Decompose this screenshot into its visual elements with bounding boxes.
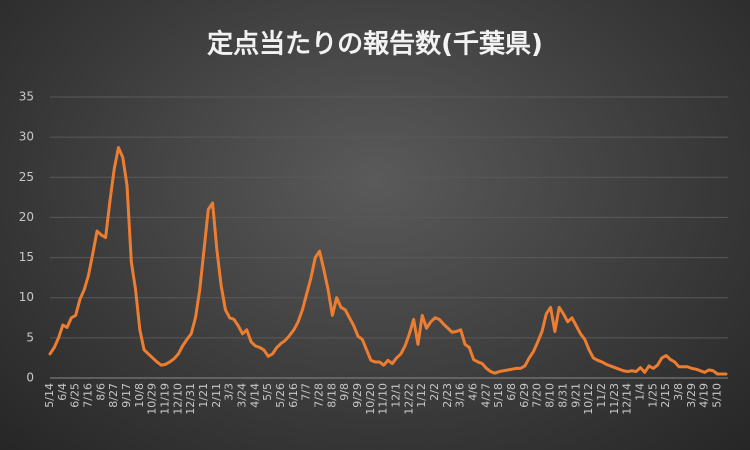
- x-tick-label: 5/10: [710, 383, 723, 408]
- y-tick-label: 25: [19, 170, 34, 184]
- x-tick-label: 6/29: [518, 383, 531, 408]
- x-tick-label: 6/16: [287, 383, 300, 408]
- x-tick-label: 6/8: [505, 383, 518, 401]
- x-tick-label: 1/21: [197, 383, 210, 408]
- x-tick-label: 2/11: [210, 383, 223, 408]
- y-tick-label: 20: [19, 210, 34, 224]
- y-tick-label: 0: [26, 371, 34, 385]
- x-tick-label: 1/4: [633, 383, 646, 401]
- data-line: [48, 146, 728, 376]
- x-tick-label: 12/22: [402, 383, 415, 415]
- x-tick-label: 6/4: [56, 383, 69, 401]
- x-tick-label: 6/25: [69, 383, 82, 408]
- x-tick-label: 4/27: [479, 383, 492, 408]
- x-tick-label: 4/14: [248, 383, 261, 408]
- x-tick-label: 9/21: [569, 383, 582, 408]
- x-tick-label: 3/24: [236, 383, 249, 408]
- x-tick-label: 5/26: [274, 383, 287, 408]
- y-tick-label: 15: [19, 250, 34, 264]
- x-tick-label: 12/14: [621, 383, 634, 415]
- x-tick-label: 9/17: [120, 383, 133, 408]
- x-tick-label: 11/10: [377, 383, 390, 415]
- x-tick-label: 10/29: [146, 383, 159, 415]
- x-tick-label: 1/25: [646, 383, 659, 408]
- x-tick-label: 7/16: [82, 383, 95, 408]
- x-tick-label: 11/19: [159, 383, 172, 415]
- x-tick-label: 12/1: [390, 383, 403, 408]
- x-tick-label: 8/27: [107, 383, 120, 408]
- x-tick-label: 8/18: [325, 383, 338, 408]
- x-tick-label: 4/19: [698, 383, 711, 408]
- x-tick-label: 11/23: [608, 383, 621, 415]
- x-tick-label: 8/10: [544, 383, 557, 408]
- x-tick-label: 3/3: [223, 383, 236, 401]
- x-tick-label: 5/18: [492, 383, 505, 408]
- x-tick-label: 8/31: [556, 383, 569, 408]
- x-tick-label: 10/8: [133, 383, 146, 408]
- x-tick-label: 12/31: [184, 383, 197, 415]
- x-tick-label: 10/20: [364, 383, 377, 415]
- x-tick-label: 8/6: [94, 383, 107, 401]
- x-tick-label: 12/10: [171, 383, 184, 415]
- x-tick-label: 2/15: [659, 383, 672, 408]
- x-tick-label: 3/29: [685, 383, 698, 408]
- x-tick-label: 9/8: [338, 383, 351, 401]
- x-tick-label: 2/2: [428, 383, 441, 401]
- x-tick-label: 10/12: [582, 383, 595, 415]
- x-tick-label: 7/28: [313, 383, 326, 408]
- x-tick-label: 7/7: [300, 383, 313, 401]
- x-tick-label: 9/29: [351, 383, 364, 408]
- x-tick-label: 4/6: [467, 383, 480, 401]
- x-tick-label: 5/14: [43, 383, 56, 408]
- x-tick-label: 11/2: [595, 383, 608, 408]
- x-tick-label: 7/20: [531, 383, 544, 408]
- y-tick-label: 10: [19, 290, 34, 304]
- x-tick-label: 1/12: [415, 383, 428, 408]
- x-tick-label: 5/5: [261, 383, 274, 401]
- x-tick-label: 3/16: [454, 383, 467, 408]
- y-tick-label: 30: [19, 130, 34, 144]
- x-tick-label: 3/8: [672, 383, 685, 401]
- x-tick-label: 2/23: [441, 383, 454, 408]
- y-tick-label: 5: [26, 330, 34, 344]
- y-tick-label: 35: [19, 90, 34, 104]
- chart-title: 定点当たりの報告数(千葉県): [207, 29, 543, 60]
